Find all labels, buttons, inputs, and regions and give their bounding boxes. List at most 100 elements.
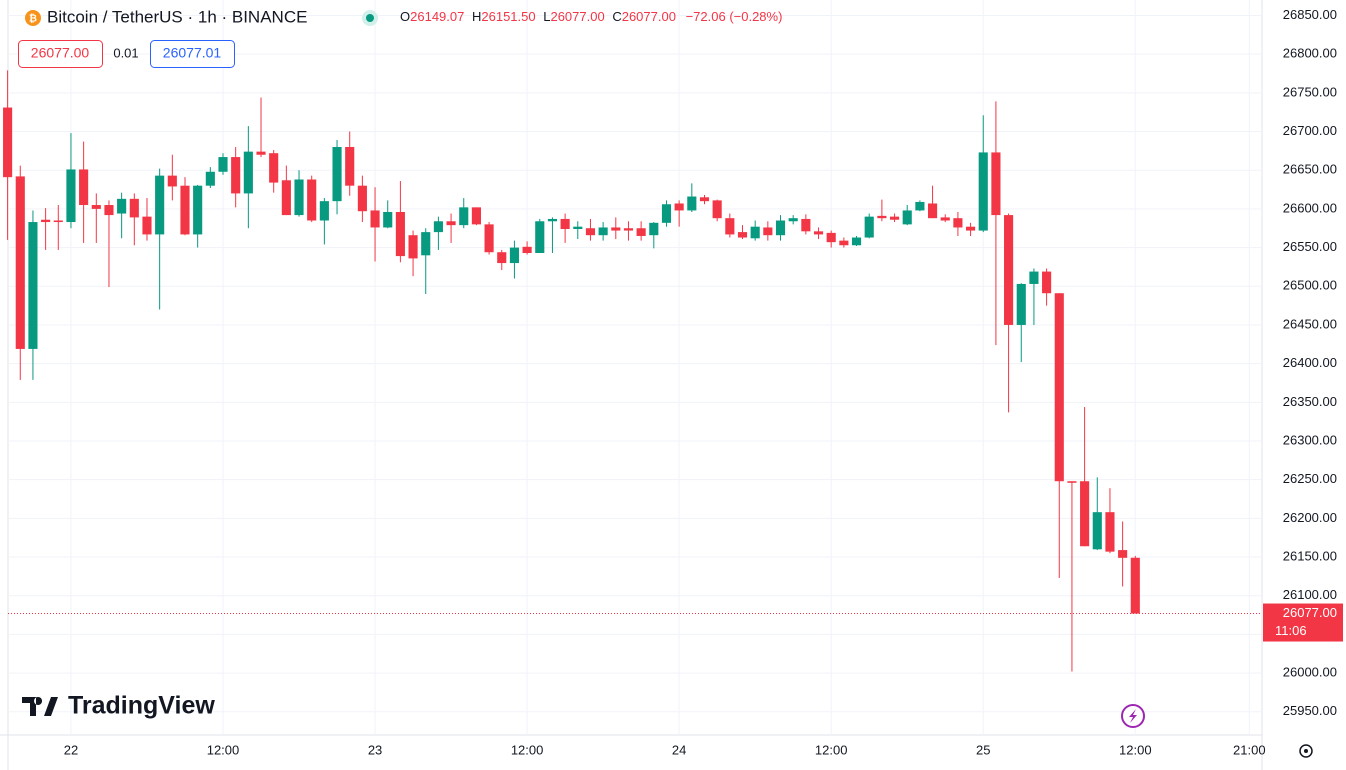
candle-body — [826, 232, 836, 243]
candle-body — [788, 218, 798, 222]
coin-icon — [25, 10, 41, 26]
sell-box[interactable] — [18, 40, 103, 68]
candle-body — [180, 185, 190, 235]
candle-body — [649, 222, 659, 236]
status-dot — [366, 14, 374, 22]
candle-body — [294, 179, 304, 216]
candle-body — [41, 219, 51, 223]
candle-body — [370, 210, 380, 228]
y-tick-label: 26750.00 — [1283, 84, 1337, 99]
settings[interactable] — [1299, 744, 1313, 758]
buy-price[interactable]: 26077.01 — [163, 45, 222, 61]
y-tick-label: 26550.00 — [1283, 239, 1337, 254]
gear-center[interactable] — [1304, 749, 1308, 753]
candle-body — [91, 205, 101, 209]
candle-body — [1029, 271, 1039, 284]
y-tick-label: 26600.00 — [1283, 200, 1337, 215]
ohlc-key: C — [612, 9, 621, 24]
lightning-icon[interactable] — [1129, 709, 1137, 723]
buy-box[interactable] — [150, 40, 235, 68]
last-price-tag — [1263, 603, 1343, 642]
candle-body — [1004, 215, 1014, 325]
y-tick-label: 26100.00 — [1283, 587, 1337, 602]
candle-body — [636, 228, 646, 236]
candle-body — [1130, 557, 1140, 614]
candle-body — [851, 237, 862, 246]
candle-body — [966, 226, 976, 231]
lightning[interactable] — [1121, 704, 1145, 728]
candle-body — [813, 231, 824, 235]
y-tick-label: 26400.00 — [1283, 355, 1337, 370]
candle-body — [598, 227, 608, 236]
candle-body — [167, 175, 177, 187]
candle-body — [345, 147, 355, 186]
candle-body — [421, 232, 431, 256]
x-tick-label: 12:00 — [815, 742, 848, 757]
candle-body — [611, 227, 621, 231]
candle-body — [357, 185, 367, 212]
y-tick-label: 26200.00 — [1283, 510, 1337, 525]
change: −72.06 (−0.28%) — [686, 9, 783, 24]
candle-body — [319, 201, 329, 221]
candle-body — [560, 218, 570, 230]
candle-body — [243, 151, 253, 194]
candle-body — [408, 235, 418, 259]
sell-price[interactable]: 26077.00 — [31, 45, 90, 61]
y-tick-label: 26850.00 — [1283, 7, 1337, 22]
candle-body — [864, 216, 874, 238]
candle-body — [775, 220, 786, 236]
candle-body — [687, 196, 697, 211]
candle-body — [953, 218, 963, 228]
candle-body — [623, 228, 634, 231]
candle-body — [281, 180, 291, 216]
candle-body — [383, 211, 393, 228]
candle-body — [509, 247, 519, 264]
candle-body — [1118, 550, 1128, 558]
candle-body — [1080, 481, 1090, 547]
ohlc-value: 26151.50 — [481, 9, 535, 24]
candle-body — [395, 211, 405, 257]
candle-body — [535, 221, 545, 253]
y-tick-label: 26150.00 — [1283, 548, 1337, 563]
last-price-label: 26077.00 — [1283, 605, 1337, 620]
candle-body — [1105, 512, 1115, 552]
candle-body — [1054, 293, 1064, 482]
candle-body — [978, 152, 988, 231]
countdown: 11:06 — [1275, 623, 1307, 638]
candle-body — [750, 226, 760, 239]
x-tick-label: 12:00 — [1119, 742, 1152, 757]
candle-body — [218, 157, 228, 172]
candle-body — [497, 252, 507, 264]
gear[interactable] — [1299, 744, 1313, 758]
candle-body — [1042, 271, 1052, 294]
candle-body — [28, 222, 38, 349]
candle-body — [142, 216, 152, 235]
candle-body — [991, 152, 1001, 216]
y-tick-label: 26000.00 — [1283, 665, 1337, 680]
candle-body — [129, 198, 139, 218]
y-tick-label: 26450.00 — [1283, 316, 1337, 331]
x-tick-label: 25 — [976, 742, 990, 757]
candle-body — [459, 207, 469, 226]
candle-body — [1016, 283, 1026, 325]
candle-body — [66, 169, 76, 223]
candle-body — [332, 147, 342, 202]
candle-body — [573, 226, 583, 230]
candle-body — [446, 221, 456, 226]
candle-body — [433, 221, 443, 233]
x-tick-label: 24 — [672, 742, 686, 757]
candle-body — [471, 207, 481, 225]
candle-body — [877, 215, 887, 219]
candle-body — [231, 157, 241, 194]
x-tick-label: 23 — [368, 742, 382, 757]
candle-body — [902, 210, 912, 225]
candle-body — [940, 217, 950, 221]
candle-body — [839, 240, 849, 246]
y-tick-label: 26700.00 — [1283, 123, 1337, 138]
spread: 0.01 — [113, 45, 138, 60]
x-tick-label: 21:00 — [1233, 742, 1266, 757]
candle-body — [737, 232, 748, 238]
